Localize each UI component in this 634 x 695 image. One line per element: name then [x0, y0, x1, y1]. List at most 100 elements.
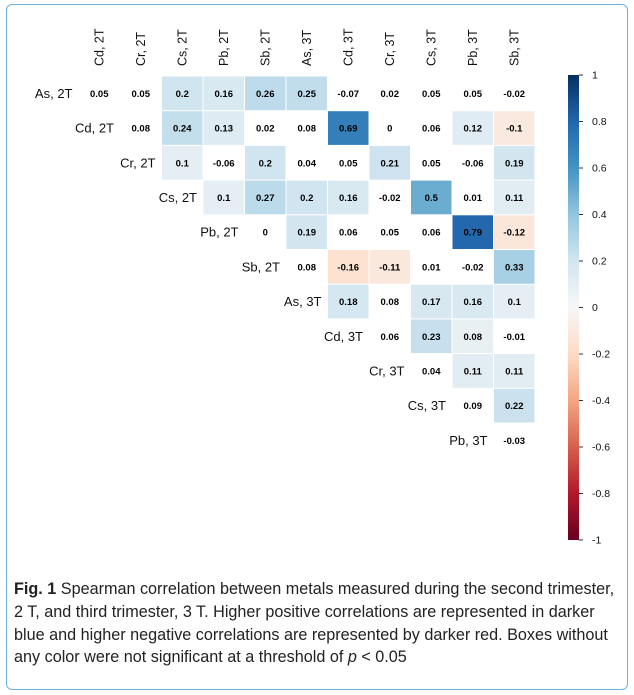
heatmap-cell [494, 180, 535, 215]
cell-value: 0.19 [505, 158, 524, 169]
heatmap-cell [245, 180, 286, 215]
row-label: Cd, 2T [75, 121, 114, 136]
colorbar-tick-label: -0.2 [592, 349, 610, 361]
cell-value: 0 [387, 124, 392, 135]
cell-value: 0.1 [176, 158, 190, 169]
cell-value: 0.25 [298, 89, 317, 100]
cell-value: 0.79 [464, 228, 483, 239]
row-label: Cd, 3T [324, 329, 363, 344]
heatmap-cell [162, 76, 203, 111]
heatmap-cell [369, 145, 410, 180]
row-label: As, 2T [35, 86, 73, 101]
cell-value: 0.04 [422, 366, 441, 377]
column-label: Pb, 2T [217, 29, 231, 66]
colorbar-tick-label: 0.8 [592, 116, 607, 128]
row-label: Cr, 2T [120, 155, 155, 170]
cell-value: 0.04 [298, 158, 317, 169]
cell-value: 0.02 [381, 89, 400, 100]
cell-value: -0.03 [503, 436, 525, 447]
heatmap-cell [452, 284, 493, 319]
heatmap-cell [328, 250, 369, 284]
cell-value: 0.18 [339, 297, 358, 308]
cell-value: 0.21 [381, 158, 400, 169]
column-label: Cr, 3T [383, 32, 397, 66]
row-label: As, 3T [284, 294, 322, 309]
heatmap-cell [494, 111, 535, 145]
cell-value: 0.06 [422, 228, 441, 239]
colorbar-tick-label: -0.6 [592, 442, 610, 454]
column-label: Cr, 2T [134, 32, 148, 66]
cell-value: 0.08 [132, 124, 151, 135]
cell-value: 0.06 [381, 332, 400, 343]
cell-value: 0.11 [505, 366, 524, 377]
cell-value: 0.08 [381, 297, 400, 308]
cell-value: 0.05 [381, 228, 400, 239]
cell-value: 0.27 [256, 193, 275, 204]
cell-value: 0.09 [464, 401, 483, 412]
column-label: Cs, 3T [424, 29, 438, 66]
heatmap-cell [162, 145, 203, 180]
heatmap-cell [494, 354, 535, 388]
heatmap-cell [328, 111, 369, 145]
column-label: Cd, 3T [341, 28, 355, 66]
heatmap-cell [328, 180, 369, 215]
heatmap-cell [245, 76, 286, 111]
row-label: Pb, 2T [200, 225, 238, 240]
cell-value: -0.06 [462, 158, 484, 169]
cell-value: 0.17 [422, 297, 441, 308]
cell-value: 0.19 [298, 228, 317, 239]
colorbar-tick-label: 0.2 [592, 256, 607, 268]
cell-value: 0.23 [422, 332, 441, 343]
heatmap-cell [369, 250, 410, 284]
heatmap-cell [452, 319, 493, 354]
heatmap-cell [203, 76, 244, 111]
colorbar-tick-label: -1 [592, 535, 601, 547]
cell-value: -0.01 [503, 332, 525, 343]
caption-label: Fig. 1 [14, 580, 57, 598]
cell-value: 0.08 [298, 124, 317, 135]
cell-value: 0.06 [339, 228, 358, 239]
cell-value: -0.12 [503, 228, 525, 239]
cell-value: -0.07 [337, 89, 359, 100]
heatmap-cell [452, 215, 493, 249]
colorbar-tick-label: -0.8 [592, 488, 610, 500]
cell-value: 0.01 [464, 193, 483, 204]
cell-value: 0.06 [422, 124, 441, 135]
cell-value: -0.1 [506, 124, 523, 135]
cell-value: 0.05 [422, 89, 441, 100]
cell-value: 0.5 [425, 193, 439, 204]
column-label: As, 3T [300, 30, 314, 66]
cell-value: 0.16 [464, 297, 483, 308]
row-label: Cs, 3T [408, 398, 446, 413]
heatmap-cell [494, 145, 535, 180]
colorbar-tick-label: 0.6 [592, 163, 607, 175]
caption-p-symbol: p [347, 648, 357, 667]
column-label: Pb, 3T [466, 29, 480, 66]
heatmap-cell [494, 388, 535, 423]
cell-value: 0.11 [464, 366, 483, 377]
caption-threshold: < 0.05 [356, 648, 407, 667]
heatmap-cell [286, 76, 327, 111]
cell-value: 0.24 [173, 124, 192, 135]
heatmap-cell [452, 111, 493, 145]
cell-value: 0.22 [505, 401, 524, 412]
cell-value: 0.05 [339, 158, 358, 169]
column-label: Cd, 2T [92, 28, 106, 66]
cell-value: 0.69 [339, 124, 358, 135]
heatmap-cell [162, 111, 203, 145]
heatmap-cell [411, 319, 452, 354]
cell-value: 0.01 [422, 262, 441, 273]
cell-value: 0.08 [464, 332, 483, 343]
cell-value: 0.2 [176, 89, 189, 100]
heatmap-cell [245, 145, 286, 180]
cell-value: 0.16 [215, 89, 234, 100]
cell-value: 0.11 [505, 193, 524, 204]
heatmap-cell [494, 215, 535, 249]
column-label: Cs, 2T [175, 29, 189, 66]
cell-value: 0.05 [90, 89, 109, 100]
column-label: Sb, 3T [507, 29, 521, 66]
colorbar-tick-label: -0.4 [592, 395, 610, 407]
row-label: Cr, 3T [369, 363, 404, 378]
cell-value: -0.02 [462, 262, 484, 273]
column-label: Sb, 2T [258, 29, 272, 66]
